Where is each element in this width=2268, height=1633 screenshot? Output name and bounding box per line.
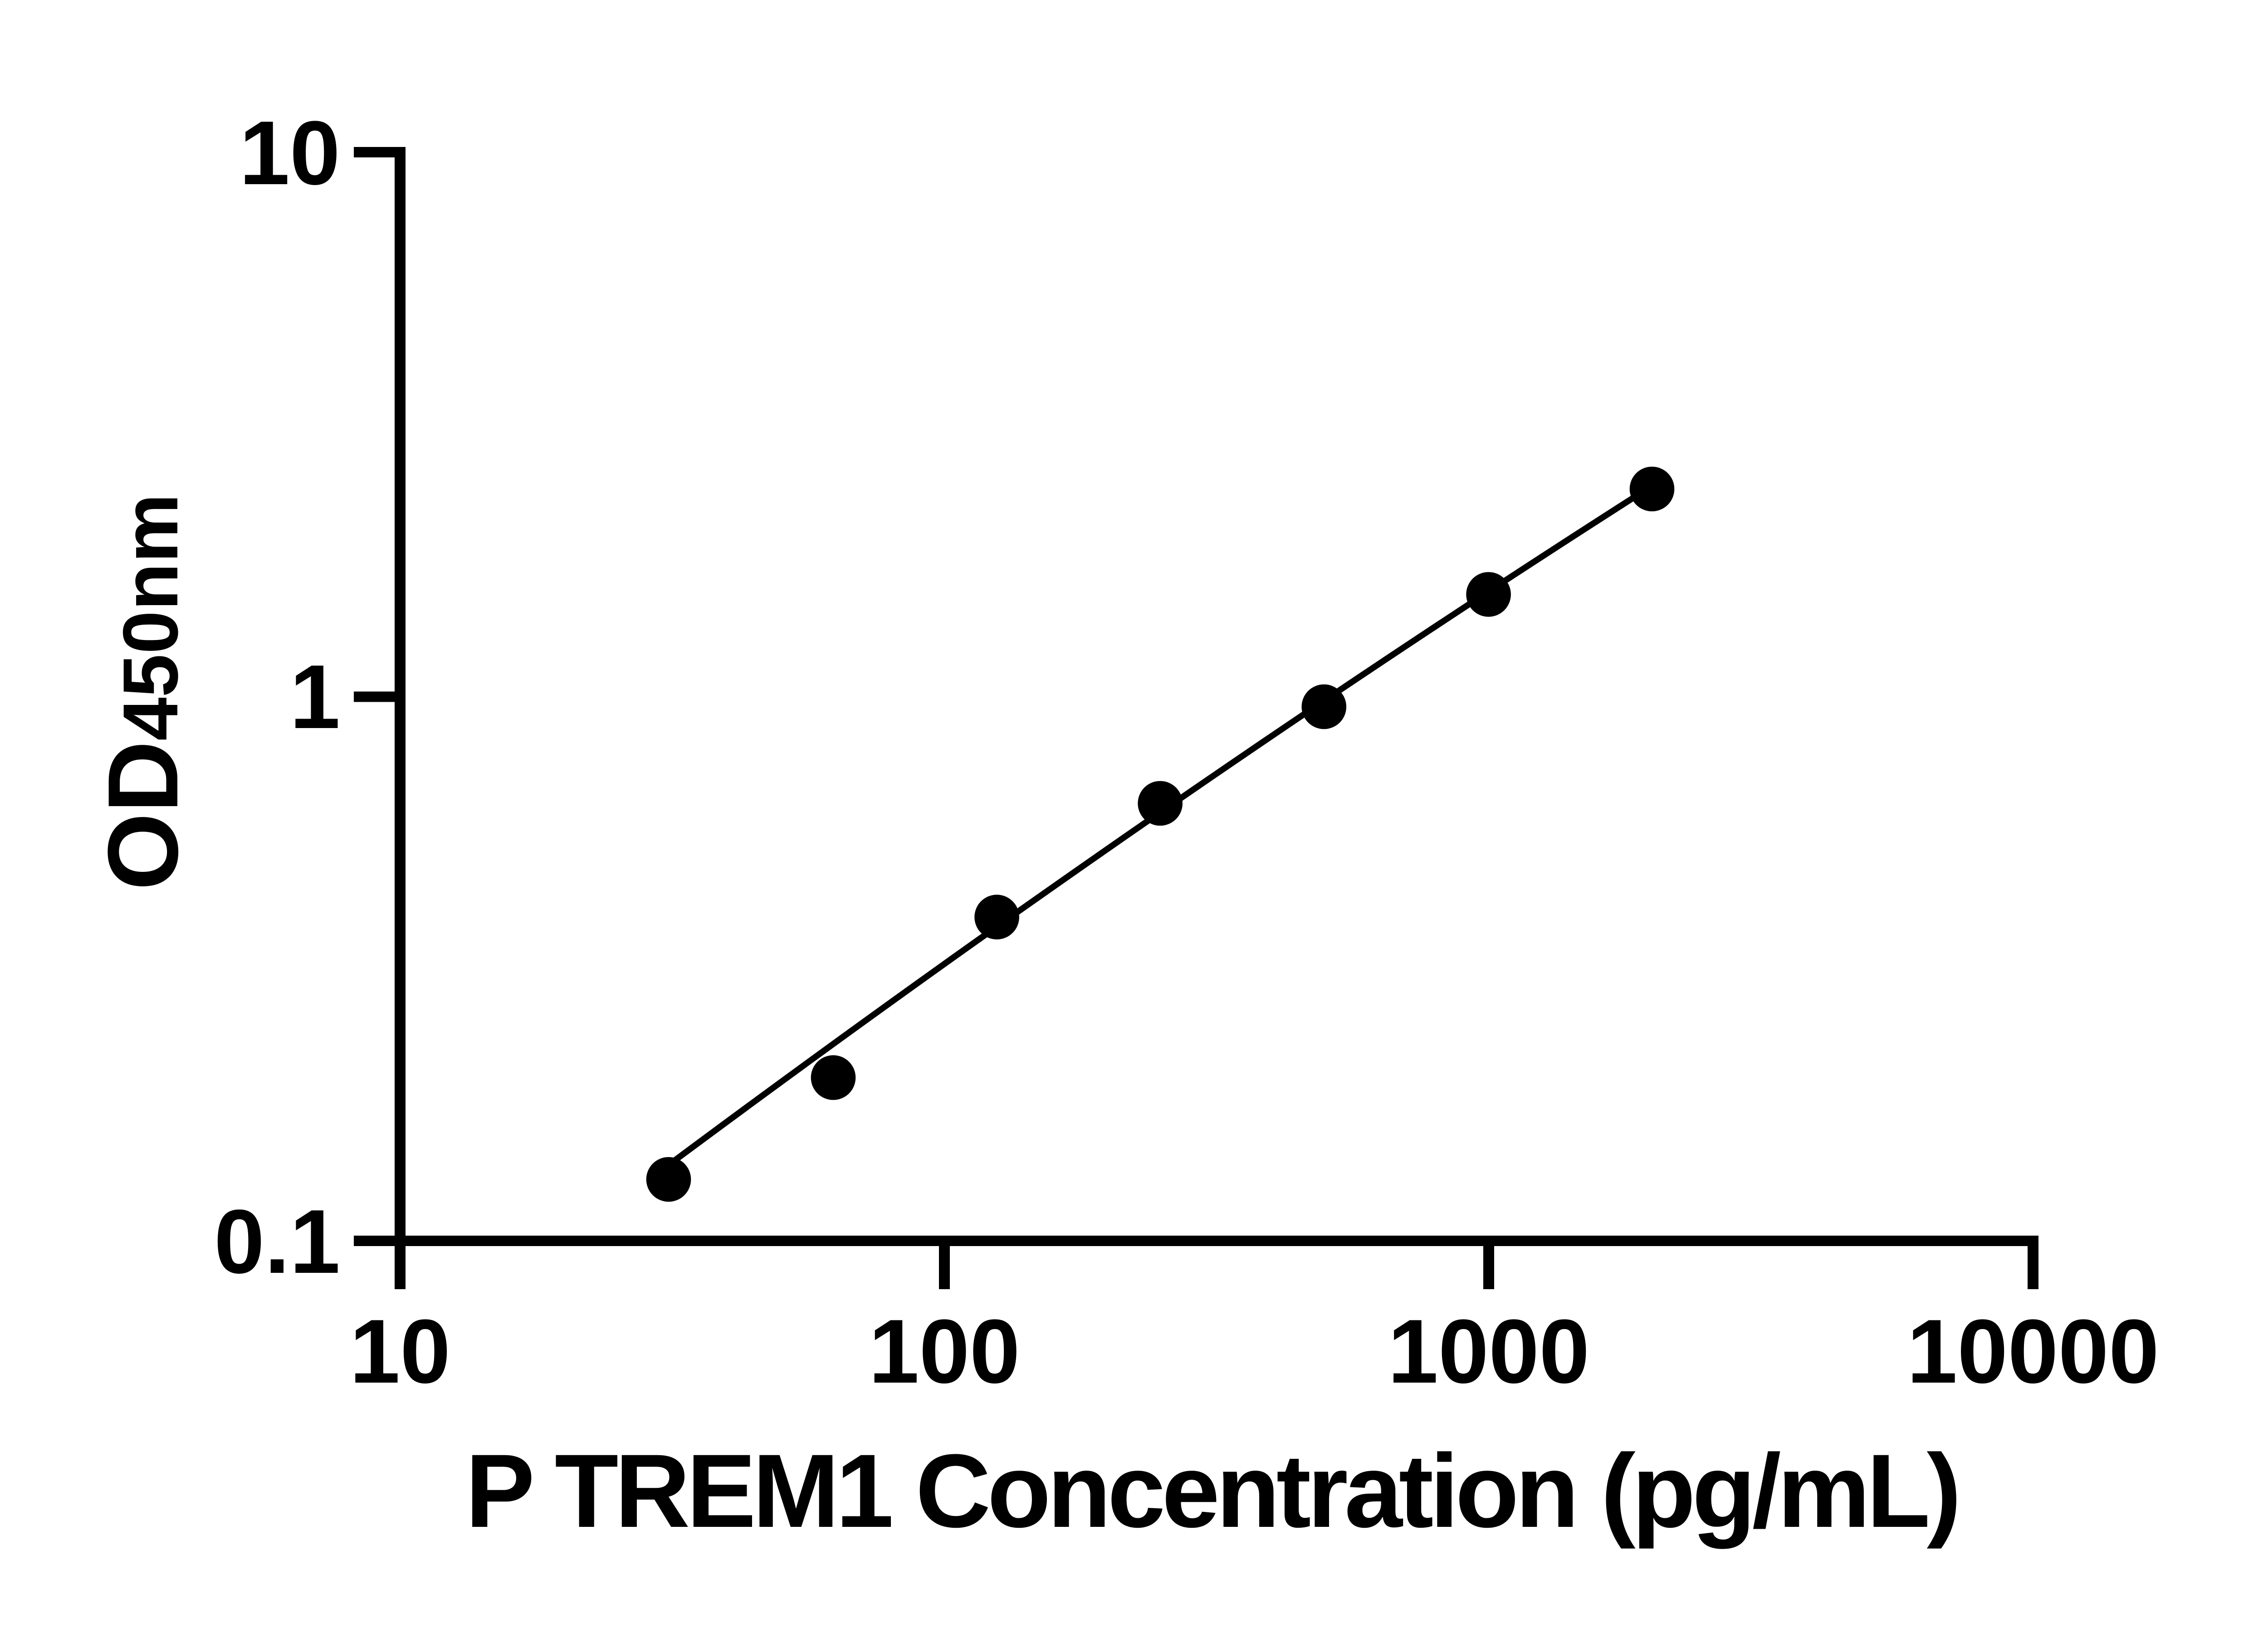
svg-text:0.1: 0.1 <box>214 1191 340 1292</box>
svg-text:1000: 1000 <box>1388 1301 1590 1402</box>
svg-text:10000: 10000 <box>1907 1301 2159 1402</box>
svg-text:10: 10 <box>350 1301 450 1402</box>
svg-text:100: 100 <box>869 1301 1020 1402</box>
svg-text:P TREM1 Concentration (pg/mL): P TREM1 Concentration (pg/mL) <box>465 1433 1958 1549</box>
svg-text:10: 10 <box>240 103 340 204</box>
svg-text:1: 1 <box>290 646 340 748</box>
